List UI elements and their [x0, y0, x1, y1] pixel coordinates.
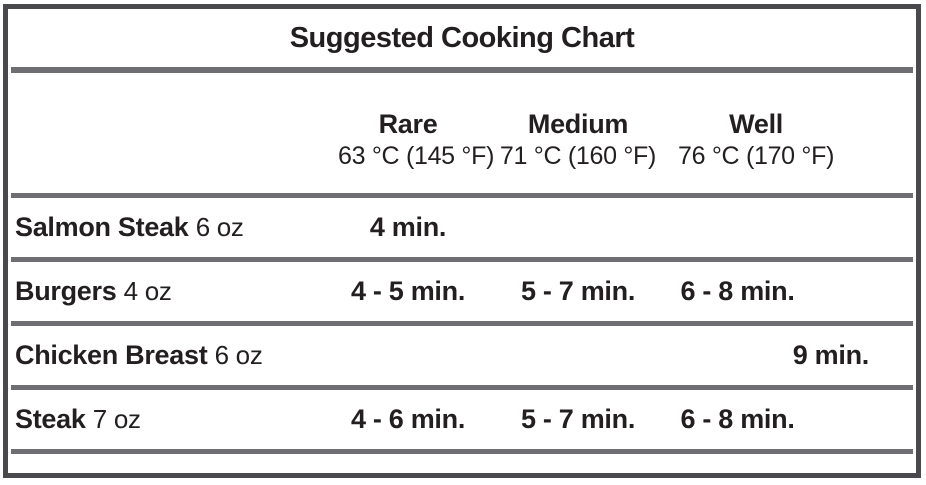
- cooking-chart-panel: Suggested Cooking Chart Rare 63 °C (145 …: [3, 4, 921, 478]
- item-name: Salmon Steak: [15, 212, 189, 242]
- item-size: 6 oz: [214, 340, 263, 370]
- item-name: Chicken Breast: [15, 340, 208, 370]
- column-temp-medium: 71 °C (160 °F): [499, 142, 657, 170]
- item-name: Steak: [15, 404, 86, 434]
- row-burgers: Burgers 4 oz 4 - 5 min. 5 - 7 min. 6 - 8…: [8, 262, 916, 321]
- cell-medium: 5 - 7 min.: [520, 276, 636, 306]
- column-temp-well: 76 °C (170 °F): [678, 142, 835, 170]
- item-size: 7 oz: [92, 404, 141, 434]
- title-row: Suggested Cooking Chart: [8, 9, 916, 67]
- column-header-well: Well 76 °C (170 °F): [678, 108, 926, 172]
- title-divider: [11, 67, 913, 73]
- cell-rare: 4 min.: [369, 212, 447, 242]
- column-label-well: Well: [729, 109, 783, 139]
- column-label-rare: Rare: [378, 109, 438, 139]
- item-size: 4 oz: [123, 276, 172, 306]
- cell-well: 6 - 8 min.: [680, 276, 795, 306]
- item-name: Burgers: [15, 276, 117, 306]
- cell-rare: 4 - 5 min.: [350, 276, 466, 306]
- item-size: 6 oz: [195, 212, 244, 242]
- column-temp-rare: 63 °C (145 °F): [338, 142, 495, 170]
- column-header-rare: Rare 63 °C (145 °F): [338, 108, 495, 172]
- item-cell: Chicken Breast 6 oz: [8, 340, 338, 371]
- cell-rare: 4 - 6 min.: [350, 404, 466, 434]
- row-divider: [11, 257, 913, 262]
- row-chicken-breast: Chicken Breast 6 oz 9 min.: [8, 326, 916, 385]
- item-cell: Burgers 4 oz: [8, 276, 338, 307]
- item-cell: Steak 7 oz: [8, 404, 338, 435]
- row-divider: [11, 193, 913, 198]
- item-cell: Salmon Steak 6 oz: [8, 212, 338, 243]
- column-header-row: Rare 63 °C (145 °F) Medium 71 °C (160 °F…: [8, 73, 916, 193]
- row-steak: Steak 7 oz 4 - 6 min. 5 - 7 min. 6 - 8 m…: [8, 390, 916, 449]
- cell-medium: 5 - 7 min.: [520, 404, 636, 434]
- bottom-divider: [11, 449, 913, 454]
- row-divider: [11, 385, 913, 390]
- row-divider: [11, 321, 913, 326]
- cell-well: 6 - 8 min.: [680, 404, 795, 434]
- column-label-medium: Medium: [527, 109, 629, 139]
- column-header-medium: Medium 71 °C (160 °F): [478, 108, 678, 172]
- cell-well: 9 min.: [792, 340, 870, 370]
- row-salmon-steak: Salmon Steak 6 oz 4 min.: [8, 198, 916, 257]
- chart-title: Suggested Cooking Chart: [289, 21, 635, 54]
